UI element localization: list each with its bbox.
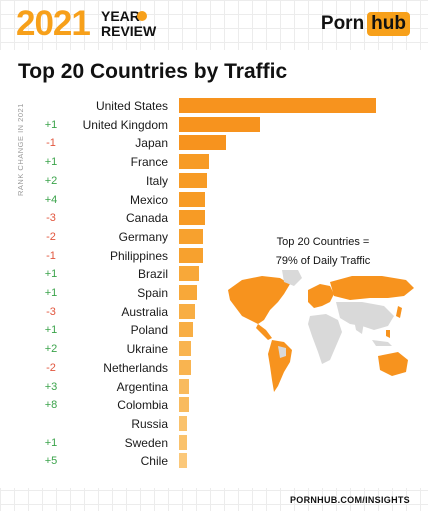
traffic-bar [179,415,187,431]
map-japan [396,306,402,318]
rank-change-label: -1 [46,137,56,150]
rank-change-label: +1 [44,268,58,281]
country-label: France [130,155,168,170]
map-central-america [256,324,272,340]
country-label: United States [95,99,168,113]
annotation-line-2: 79% of Daily Traffic [275,255,371,267]
traffic-share-annotation: Top 20 Countries = 79% of Daily Traffic [258,233,388,271]
traffic-bar [179,434,187,450]
traffic-bar [179,191,205,207]
traffic-bar [179,116,260,132]
rank-change-label: +1 [44,324,58,337]
map-north-america [228,276,290,324]
map-philippines [386,330,390,338]
country-label: Australia [121,304,168,319]
traffic-bar [179,98,376,113]
country-label: United Kingdom [82,117,168,132]
traffic-bar [179,378,189,394]
rank-change-label: -1 [46,249,56,262]
map-india [354,320,364,334]
traffic-bar [179,453,187,469]
review-line-1: YEAR [101,8,140,24]
country-label: Brazil [137,267,168,282]
logo-badge: hub [367,12,410,36]
rank-change-label: -3 [46,305,56,318]
traffic-bar [179,285,197,300]
map-europe [308,284,334,308]
rank-change-label: +1 [44,156,58,169]
map-asia [336,302,394,330]
traffic-bar [179,247,203,263]
traffic-bar [179,266,199,282]
year-badge-icon [137,11,147,21]
country-label: Philippines [109,248,168,263]
annotation-line-1: Top 20 Countries = [276,236,370,248]
rank-change-label: +5 [44,455,58,468]
rank-change-label: -3 [46,212,56,225]
map-africa [308,314,342,364]
traffic-bar [179,359,191,375]
country-label: Sweden [124,435,168,450]
country-label: Argentina [116,379,168,394]
map-russia [330,276,414,300]
review-line-2: REVIEW [101,23,157,39]
map-south-america-gray [278,346,286,358]
logo-text: Porn [320,13,365,34]
traffic-bar [179,303,195,319]
rank-change-label: +1 [44,436,58,449]
country-label: Spain [137,286,168,300]
rank-change-label: -2 [46,230,56,243]
country-label: Mexico [129,192,168,207]
traffic-bar [179,172,207,188]
header: 2021 YEAR REVIEW Porn hub [0,0,428,50]
country-label: Ukraine [126,342,168,357]
rank-change-label: -2 [46,361,56,374]
country-label: Netherlands [103,360,168,375]
year-label: 2021 [16,4,91,43]
traffic-bar [179,154,209,170]
traffic-bar [179,210,205,226]
footer-site-link[interactable]: PORNHUB.COM/INSIGHTS [289,495,410,505]
traffic-bar [179,322,193,338]
traffic-bar [179,341,191,357]
rank-change-label: +2 [44,343,58,356]
rank-change-label: +1 [44,118,58,131]
map-australia [378,352,408,376]
world-map-icon [228,270,414,392]
rank-change-label: +3 [44,380,58,393]
country-label: Canada [125,211,168,226]
rank-change-label: +1 [44,287,58,299]
rank-change-label: +2 [44,174,58,187]
traffic-bar [179,135,227,151]
rank-change-label: +4 [44,193,58,206]
country-label: Germany [118,229,168,244]
traffic-bar [179,228,203,244]
year-in-review-label: YEAR REVIEW [101,9,161,39]
rank-change-label: +8 [44,399,58,412]
country-label: Poland [130,323,168,338]
country-label: Japan [135,136,168,151]
chart-title: Top 20 Countries by Traffic [18,60,288,83]
country-label: Chile [140,454,168,469]
map-indonesia [372,340,392,346]
brand-logo: Porn hub [321,12,410,36]
country-label: Russia [131,416,168,431]
map-greenland [282,270,302,286]
country-label: Colombia [117,398,168,413]
country-label: Italy [145,173,168,188]
traffic-bar [179,397,189,413]
